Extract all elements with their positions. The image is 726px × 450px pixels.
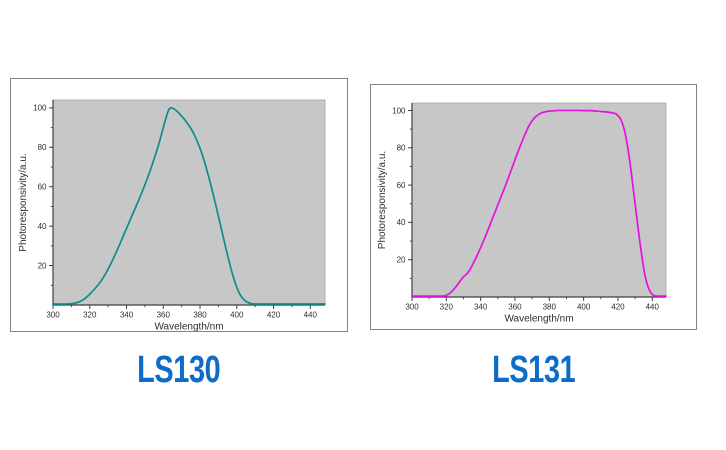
x-tick-label: 400: [577, 303, 591, 312]
x-tick-label: 440: [646, 303, 660, 312]
y-tick-label: 40: [397, 218, 406, 227]
x-tick-label: 420: [611, 303, 625, 312]
x-tick-label: 340: [120, 311, 134, 320]
spectrum-curve: [411, 109, 667, 297]
x-tick-label: 300: [405, 303, 419, 312]
y-axis-title: Photoresponsivity/a.u.: [18, 153, 29, 251]
y-tick-label: 100: [33, 104, 47, 113]
y-tick-label: 80: [397, 144, 406, 153]
y-tick-label: 40: [38, 222, 47, 231]
x-tick-label: 340: [474, 303, 488, 312]
chart-title-ls130: LS130: [10, 350, 348, 390]
y-tick-label: 100: [392, 106, 406, 115]
chart-panel-ls130: 300 320 340 360 380 400 420 440 20 40 60 80 100 Wavel…: [10, 78, 348, 332]
y-tick-label: 80: [38, 143, 47, 152]
chart-title-ls131-text: LS131: [491, 349, 576, 391]
x-tick-label: 360: [508, 303, 522, 312]
x-axis-title: Wavelength/nm: [154, 322, 223, 332]
x-tick-label: 400: [230, 311, 244, 320]
chart-panel-ls131: 300 320 340 360 380 400 420 440 20 40 60 80 100 Wavel…: [370, 84, 697, 330]
plot-area: [52, 99, 326, 306]
ls130-spectrum-chart: 300 320 340 360 380 400 420 440 20 40 60 80 100 Wavel…: [18, 99, 326, 332]
y-axis-title: Photoresponsivity/a.u.: [377, 151, 388, 249]
y-tick-label: 20: [397, 255, 406, 264]
x-tick-label: 440: [304, 311, 318, 320]
chart-title-ls131: LS131: [370, 350, 697, 390]
x-tick-label: 300: [46, 311, 60, 320]
y-tick-label: 60: [397, 181, 406, 190]
chart-title-ls130-text: LS130: [137, 349, 221, 391]
x-tick-label: 380: [543, 303, 557, 312]
x-tick-label: 380: [193, 311, 207, 320]
x-tick-label: 360: [157, 311, 171, 320]
spectrum-curve: [52, 107, 326, 305]
y-tick-label: 60: [38, 183, 47, 192]
plot-area: [411, 102, 667, 298]
x-axis-title: Wavelength/nm: [504, 314, 573, 325]
x-tick-label: 320: [440, 303, 454, 312]
x-tick-label: 420: [267, 311, 281, 320]
x-tick-label: 320: [83, 311, 97, 320]
y-tick-label: 20: [38, 261, 47, 270]
ls131-spectrum-chart: 300 320 340 360 380 400 420 440 20 40 60 80 100 Wavel…: [377, 102, 667, 325]
